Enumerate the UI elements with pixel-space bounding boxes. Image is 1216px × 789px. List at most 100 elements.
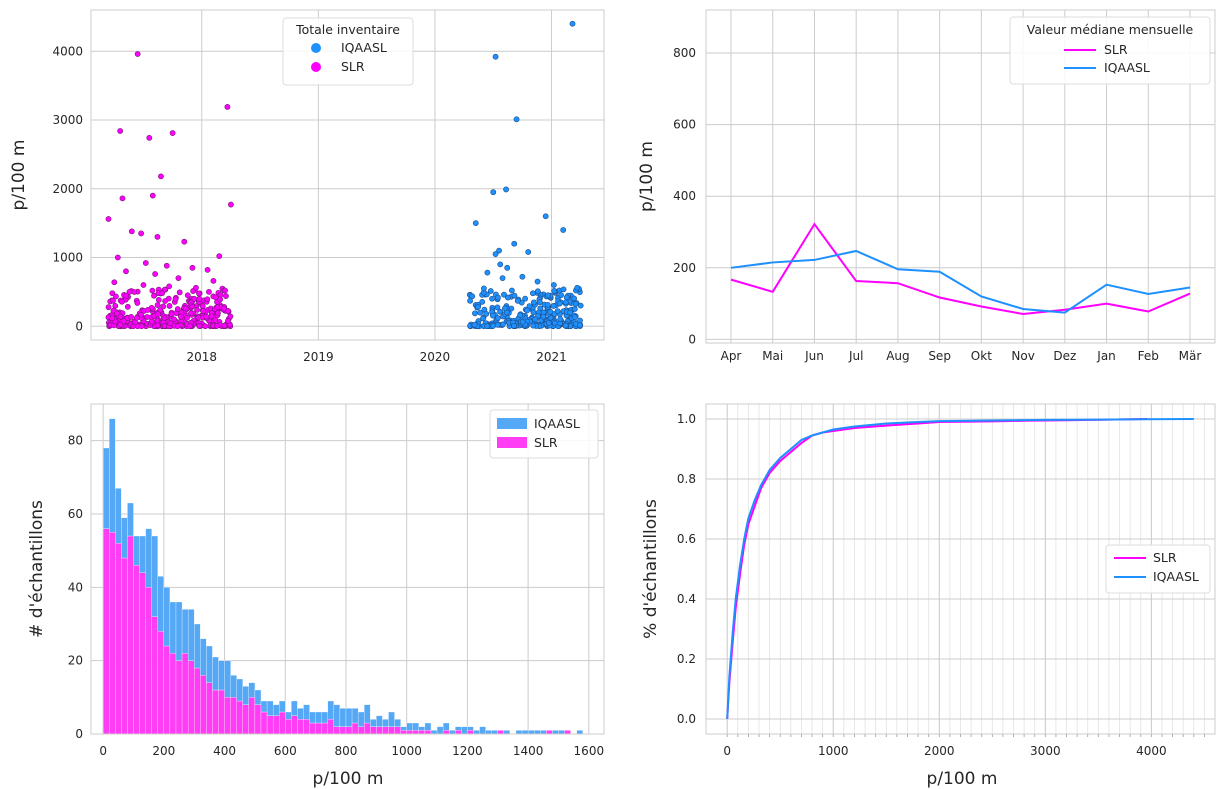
hist-bar-iqaasl (121, 517, 128, 559)
hist-bar-iqaasl (327, 700, 334, 720)
scatter-point-slr (204, 266, 211, 273)
y-tick-label: 0 (75, 727, 83, 741)
hist-bar-iqaasl (424, 722, 432, 731)
scatter-point-iqaasl (560, 227, 567, 233)
legend-label: IQAASL (1153, 569, 1199, 584)
x-tick-label: 2018 (186, 350, 217, 364)
scatter-point-iqaasl (557, 316, 564, 323)
hist-bar-iqaasl (248, 682, 256, 698)
histogram-panel: 0 200 400 600 800 1000 1200 1400 1600 0 20 40 60 80 p/… (27, 403, 605, 789)
scatter-point-slr (166, 303, 173, 309)
scatter-point-slr (161, 315, 168, 321)
y-tick-label: 60 (68, 507, 83, 521)
hist-bar-slr (266, 715, 274, 735)
hist-bar-slr (151, 616, 158, 735)
scatter-point-slr (119, 298, 125, 305)
scatter-point-slr (189, 264, 196, 271)
hist-bar-slr (333, 726, 341, 735)
y-axis-label: p/100 m (9, 140, 29, 211)
scatter-point-slr (154, 233, 161, 240)
legend: Valeur médiane mensuelle SLR IQAASL (1009, 16, 1211, 85)
hist-bar-slr (497, 730, 504, 735)
x-axis-label: p/100 m (313, 769, 384, 789)
scatter-point-iqaasl (494, 321, 501, 328)
scatter-point-iqaasl (472, 310, 478, 317)
hist-bar-slr (260, 711, 268, 735)
x-tick-label: 4000 (1136, 744, 1167, 758)
hist-bar-slr (455, 730, 462, 735)
scatter-point-iqaasl (479, 298, 486, 305)
hist-bar-slr (339, 726, 347, 735)
scatter-point-slr (144, 307, 151, 313)
hist-bar-iqaasl (485, 730, 492, 735)
scatter-point-slr (174, 323, 181, 330)
scatter-point-slr (128, 228, 135, 235)
scatter-point-iqaasl (567, 309, 574, 316)
scatter-point-slr (138, 230, 145, 237)
scatter-point-slr (215, 309, 221, 316)
scatter-point-iqaasl (467, 297, 473, 304)
scatter-point-slr (176, 289, 183, 296)
x-tick-label: 1000 (818, 744, 849, 758)
scatter-point-slr (225, 307, 232, 314)
scatter-point-slr (227, 313, 234, 320)
scatter-point-slr (112, 303, 119, 309)
scatter-point-slr (204, 296, 211, 303)
scatter-point-iqaasl (530, 309, 537, 316)
x-tick-label: 2000 (924, 744, 955, 758)
scatter-point-slr (210, 277, 217, 284)
legend-label: SLR (1153, 550, 1177, 565)
hist-bar-slr (291, 715, 298, 735)
scatter-point-slr (184, 314, 190, 321)
scatter-point-iqaasl (547, 308, 554, 315)
scatter-point-slr (113, 293, 119, 300)
hist-bar-iqaasl (224, 660, 231, 698)
scatter-point-slr (196, 290, 202, 297)
legend-title: Totale inventaire (295, 22, 400, 37)
scatter-point-slr (174, 306, 181, 312)
hist-bar-slr (400, 730, 407, 735)
x-tick-label: 2020 (420, 350, 451, 364)
hist-bar-iqaasl (169, 601, 177, 654)
ecdf-panel: 0 1000 2000 3000 4000 0.0 0.2 0.4 0.6 0.8 1.0 p/100… (641, 403, 1216, 789)
scatter-point-iqaasl (551, 287, 558, 294)
scatter-point-iqaasl (492, 53, 499, 60)
legend-title: Valeur médiane mensuelle (1027, 22, 1194, 37)
hist-bar-slr (272, 715, 280, 735)
hist-bar-slr (109, 532, 116, 735)
hist-bar-iqaasl (266, 700, 274, 716)
hist-bar-slr (254, 704, 262, 735)
scatter-point-iqaasl (571, 306, 578, 312)
scatter-point-iqaasl (484, 323, 490, 330)
hist-bar-slr (242, 704, 249, 735)
scatter-point-slr (146, 134, 153, 141)
hist-bar-iqaasl (552, 730, 559, 735)
hist-bar-slr (406, 730, 413, 735)
scatter-point-slr (144, 314, 151, 320)
scatter-point-slr (206, 288, 212, 295)
scatter-point-iqaasl (544, 301, 551, 308)
scatter-point-slr (119, 195, 126, 202)
x-tick-label: 0 (99, 744, 107, 758)
axes-frame (705, 403, 1216, 735)
hist-bar-slr (303, 719, 310, 735)
hist-bar-iqaasl (400, 726, 407, 731)
x-tick-label: Aug (886, 349, 909, 363)
hist-bar-iqaasl (206, 645, 213, 683)
y-tick-label: 2000 (52, 182, 83, 196)
scatter-point-slr (225, 317, 231, 324)
scatter-point-slr (162, 298, 168, 304)
scatter-point-iqaasl (526, 303, 533, 310)
scatter-point-iqaasl (560, 286, 567, 293)
hist-bar-slr (102, 528, 110, 735)
hist-bar-slr (327, 719, 334, 735)
scatter-point-slr (120, 318, 127, 325)
legend-marker (311, 43, 321, 53)
scatter-point-iqaasl (489, 295, 495, 302)
scatter-point-slr (117, 128, 124, 134)
scatter-point-slr (222, 287, 228, 294)
scatter-point-slr (126, 288, 133, 295)
hist-bar-iqaasl (157, 576, 165, 632)
scatter-point-slr (137, 311, 144, 318)
scatter-point-slr (151, 292, 157, 299)
